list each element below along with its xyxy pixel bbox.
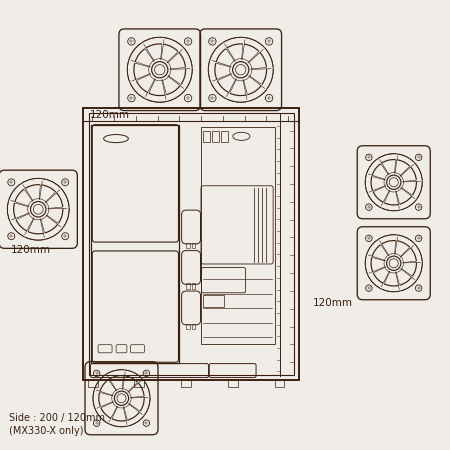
Text: 120mm: 120mm bbox=[313, 298, 353, 308]
Bar bbox=[89, 113, 294, 375]
Bar bbox=[201, 127, 274, 344]
Bar bbox=[135, 380, 144, 387]
Bar bbox=[221, 131, 228, 142]
Bar bbox=[274, 380, 284, 387]
Bar bbox=[83, 108, 299, 380]
Bar bbox=[91, 125, 180, 363]
Bar bbox=[212, 131, 219, 142]
Bar bbox=[186, 284, 190, 289]
Bar bbox=[192, 243, 195, 248]
Text: 120mm: 120mm bbox=[11, 245, 51, 255]
Bar bbox=[203, 296, 224, 307]
Bar bbox=[186, 243, 190, 248]
Bar bbox=[192, 284, 195, 289]
Bar bbox=[192, 324, 195, 329]
Bar bbox=[88, 380, 98, 387]
Bar bbox=[181, 380, 191, 387]
Text: Side : 200 / 120mm
(MX330-X only): Side : 200 / 120mm (MX330-X only) bbox=[9, 413, 105, 436]
Text: 120mm: 120mm bbox=[90, 110, 130, 120]
Bar bbox=[186, 324, 190, 329]
Bar bbox=[203, 131, 210, 142]
Bar bbox=[228, 380, 238, 387]
